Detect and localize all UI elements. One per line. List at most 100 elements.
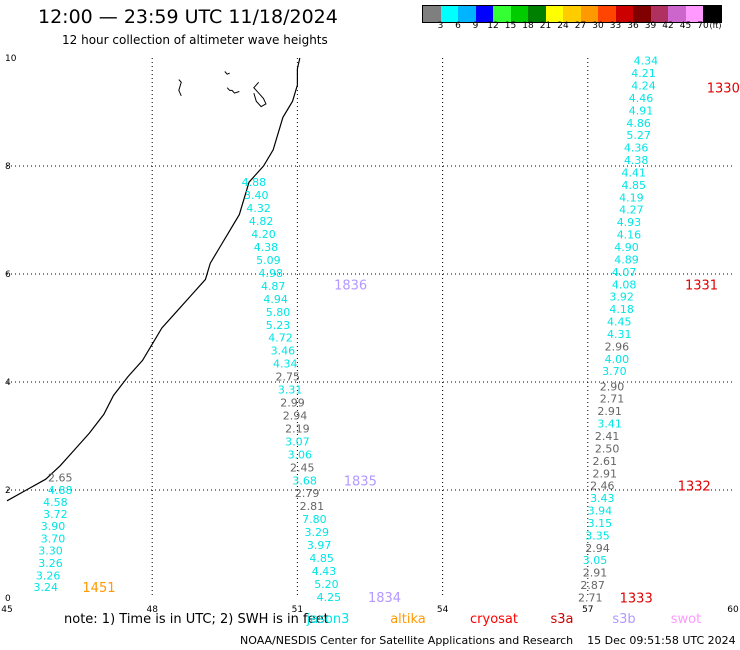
color-swatch: [423, 6, 441, 22]
wave-height-label: 2.45: [290, 461, 315, 474]
wave-height-label: 4.88: [48, 484, 73, 497]
pass-time-label: 1333: [620, 591, 653, 606]
wave-height-label: 5.20: [314, 578, 339, 591]
wave-height-label: 2.41: [595, 430, 620, 443]
wave-height-label: 4.41: [622, 166, 647, 179]
pass-time-label: 1330: [707, 82, 740, 97]
color-scale-tick: 24: [557, 21, 569, 31]
wave-height-label: 2.99: [280, 397, 305, 410]
footer-timestamp: 15 Dec 09:51:58 UTC 2024: [587, 634, 736, 647]
color-scale-tick: 12: [487, 21, 499, 31]
wave-height-label: 2.61: [592, 455, 617, 468]
wave-height-label: 4.34: [273, 358, 298, 371]
color-swatch: [475, 6, 493, 22]
x-tick-label: 48: [146, 605, 158, 615]
x-tick-label: 45: [1, 605, 12, 615]
wave-height-label: 3.26: [36, 569, 61, 582]
color-swatch: [650, 6, 668, 22]
y-tick-label: 4: [5, 378, 11, 388]
color-scale-tick: 15: [504, 21, 517, 31]
wave-height-label: 2.96: [605, 340, 630, 353]
color-scale-tick: 39: [644, 21, 657, 31]
page-subtitle: 12 hour collection of altimeter wave hei…: [62, 33, 328, 47]
color-scale-bar: [422, 5, 722, 23]
y-tick-label: 6: [5, 270, 11, 280]
wave-height-label: 4.46: [629, 92, 654, 105]
wave-height-label: 5.27: [626, 129, 651, 142]
wave-height-label: 3.07: [285, 435, 310, 448]
x-tick-label: 54: [437, 605, 449, 615]
island-outline: [178, 79, 182, 97]
color-scale-tick: 9: [472, 21, 479, 31]
wave-height-label: 4.32: [246, 202, 271, 215]
wave-height-label: 3.97: [307, 539, 332, 552]
wave-height-label: 4.72: [268, 332, 293, 345]
wave-height-label: 4.34: [634, 55, 659, 68]
wave-height-label: 4.82: [249, 215, 274, 228]
wave-height-label: 2.50: [595, 442, 620, 455]
color-scale-tick: 42: [662, 21, 674, 31]
wave-height-label: 4.86: [626, 117, 651, 130]
island-outline: [224, 71, 230, 75]
color-swatch: [685, 6, 703, 22]
wave-height-label: 4.90: [614, 241, 639, 254]
wave-height-label: 3.70: [41, 533, 66, 546]
wave-height-label: 4.88: [242, 176, 267, 189]
y-tick-label: 0: [5, 594, 11, 604]
wave-height-label: 4.43: [312, 565, 337, 578]
wave-height-label: 2.71: [600, 393, 625, 406]
wave-height-label: 2.81: [300, 500, 325, 513]
wave-height-label: 3.06: [288, 448, 313, 461]
wave-height-label: 4.31: [607, 328, 632, 341]
wave-height-label: 2.91: [592, 467, 617, 480]
wave-height-label: 2.91: [583, 567, 608, 580]
pass-time-label: 1332: [678, 480, 711, 495]
wave-height-label: 4.20: [251, 228, 276, 241]
page-title: 12:00 — 23:59 UTC 11/18/2024: [38, 6, 338, 28]
x-tick-label: 51: [292, 605, 303, 615]
color-scale-tick: 36: [627, 21, 639, 31]
color-swatch: [668, 6, 686, 22]
color-scale-tick: 21: [539, 21, 552, 31]
wave-height-label: 4.21: [631, 67, 656, 80]
footer: NOAA/NESDIS Center for Satellite Applica…: [240, 634, 736, 647]
color-scale-tick: 70: [697, 21, 709, 31]
x-tick-label: 60: [727, 605, 739, 615]
wave-height-label: 4.58: [43, 496, 68, 509]
wave-height-label: 4.24: [631, 80, 656, 93]
color-swatch: [563, 6, 581, 22]
wave-height-label: 3.24: [33, 581, 58, 594]
footer-credit: NOAA/NESDIS Center for Satellite Applica…: [240, 634, 574, 647]
wave-height-label: 7.80: [302, 513, 327, 526]
coastline: [6, 57, 301, 502]
wave-height-label: 4.91: [629, 104, 654, 117]
wave-height-label: 3.46: [271, 345, 296, 358]
wave-height-label: 4.18: [609, 303, 634, 316]
color-swatch: [580, 6, 598, 22]
island-outline: [226, 87, 240, 94]
color-swatch: [458, 6, 476, 22]
y-tick-label: 10: [5, 54, 17, 64]
wave-height-label: 4.87: [261, 280, 286, 293]
y-tick-label: 8: [5, 162, 11, 172]
wave-height-label: 5.80: [266, 306, 291, 319]
legend-cryosat: cryosat: [470, 612, 518, 627]
wave-height-label: 4.93: [617, 216, 642, 229]
color-swatch: [633, 6, 651, 22]
wave-height-label: 4.08: [612, 278, 637, 291]
color-scale-unit: (ft): [709, 21, 722, 30]
y-tick-label: 2: [5, 486, 11, 496]
island-outline: [253, 81, 267, 108]
wave-height-label: 3.90: [41, 520, 66, 533]
wave-height-label: 4.07: [612, 266, 637, 279]
wave-height-label: 4.16: [617, 229, 642, 242]
wave-height-label: 2.94: [585, 542, 610, 555]
wave-height-label: 3.92: [609, 291, 634, 304]
wave-height-label: 3.70: [602, 365, 627, 378]
wave-height-label: 3.30: [38, 544, 63, 557]
color-swatch: [598, 6, 616, 22]
wave-height-label: 4.45: [607, 316, 632, 329]
wave-height-label: 3.94: [588, 505, 613, 518]
wave-height-label: 2.71: [578, 591, 603, 604]
x-tick-label: 57: [582, 605, 593, 615]
